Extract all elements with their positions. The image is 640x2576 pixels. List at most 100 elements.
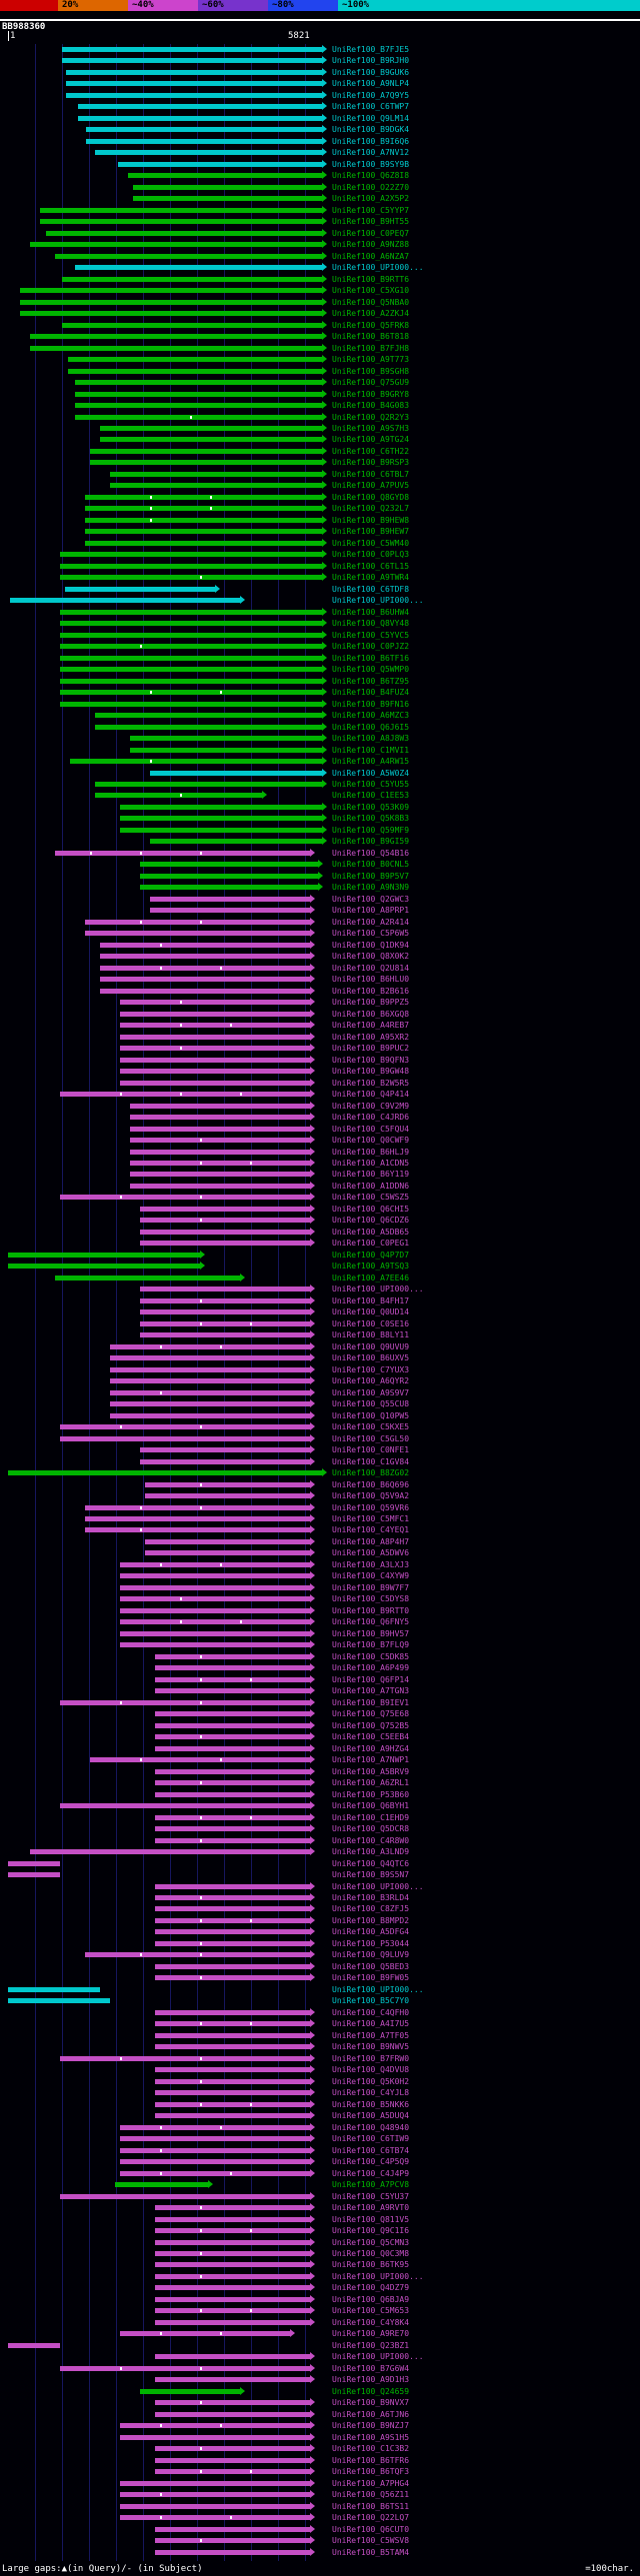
- hit-label[interactable]: UniRef100_B9S5N7: [332, 1870, 410, 1880]
- hit-bar[interactable]: [140, 1458, 311, 1464]
- hit-bar[interactable]: [94, 150, 322, 156]
- hit-label[interactable]: UniRef100_A9S7H3: [332, 423, 410, 433]
- hit-bar[interactable]: [120, 2515, 311, 2521]
- hit-bar[interactable]: [120, 1069, 311, 1075]
- hit-label[interactable]: UniRef100_B9HEW7: [332, 527, 410, 537]
- hit-label[interactable]: UniRef100_B2W5R5: [332, 1078, 410, 1088]
- hit-label[interactable]: UniRef100_C6TWP7: [332, 102, 410, 112]
- hit-label[interactable]: UniRef100_Q55CU8: [332, 1399, 410, 1409]
- hit-bar[interactable]: [120, 1046, 311, 1052]
- hit-bar[interactable]: [85, 1952, 311, 1958]
- hit-label[interactable]: UniRef100_C5DYS8: [332, 1594, 410, 1604]
- hit-label[interactable]: UniRef100_B2B616: [332, 986, 410, 996]
- hit-bar[interactable]: [155, 1906, 311, 1912]
- hit-label[interactable]: UniRef100_C0PEQ7: [332, 228, 410, 238]
- hit-bar[interactable]: [140, 1218, 311, 1224]
- hit-label[interactable]: UniRef100_B6HLU0: [332, 975, 410, 985]
- hit-bar[interactable]: [140, 1447, 311, 1453]
- hit-bar[interactable]: [140, 1241, 311, 1247]
- hit-bar[interactable]: [85, 529, 322, 535]
- hit-bar[interactable]: [89, 460, 322, 466]
- hit-label[interactable]: UniRef100_C5M653: [332, 2306, 410, 2316]
- hit-bar[interactable]: [59, 1424, 311, 1430]
- hit-label[interactable]: UniRef100_B7FJE5: [332, 45, 410, 54]
- hit-label[interactable]: UniRef100_UPI000...: [332, 263, 424, 273]
- hit-bar[interactable]: [54, 253, 322, 259]
- hit-bar[interactable]: [30, 345, 322, 351]
- hit-bar[interactable]: [120, 804, 322, 810]
- hit-label[interactable]: UniRef100_B6Y119: [332, 1170, 410, 1180]
- hit-label[interactable]: UniRef100_UPI000...: [332, 1984, 424, 1994]
- hit-label[interactable]: UniRef100_C1C3B2: [332, 2444, 410, 2454]
- hit-bar[interactable]: [94, 724, 322, 730]
- hit-bar[interactable]: [19, 288, 322, 294]
- hit-label[interactable]: UniRef100_Q8GYD8: [332, 492, 410, 502]
- hit-label[interactable]: UniRef100_B6TK95: [332, 2260, 410, 2270]
- hit-bar[interactable]: [85, 540, 322, 546]
- hit-bar[interactable]: [129, 1103, 311, 1109]
- hit-bar[interactable]: [85, 1516, 311, 1521]
- hit-bar[interactable]: [120, 1596, 311, 1602]
- hit-bar[interactable]: [149, 908, 311, 914]
- hit-label[interactable]: UniRef100_C8ZFJ5: [332, 1904, 410, 1914]
- hit-bar[interactable]: [140, 1206, 311, 1212]
- hit-bar[interactable]: [120, 1023, 311, 1029]
- hit-bar[interactable]: [129, 747, 322, 753]
- hit-label[interactable]: UniRef100_Q232L7: [332, 504, 410, 514]
- hit-bar[interactable]: [120, 2331, 291, 2337]
- hit-label[interactable]: UniRef100_Q6Z8I8: [332, 171, 410, 181]
- hit-label[interactable]: UniRef100_B6TF16: [332, 653, 410, 663]
- hit-label[interactable]: UniRef100_Q75GU9: [332, 378, 410, 388]
- hit-bar[interactable]: [155, 1929, 311, 1935]
- hit-bar[interactable]: [129, 1149, 311, 1155]
- hit-label[interactable]: UniRef100_C5WSZ5: [332, 1193, 410, 1203]
- hit-label[interactable]: UniRef100_A8PRP1: [332, 906, 410, 916]
- hit-label[interactable]: UniRef100_Q59VR6: [332, 1502, 410, 1512]
- hit-label[interactable]: UniRef100_Q22LQ7: [332, 2513, 410, 2523]
- hit-label[interactable]: UniRef100_B9SGH8: [332, 366, 410, 376]
- hit-label[interactable]: UniRef100_B9QFN3: [332, 1055, 410, 1065]
- hit-bar[interactable]: [129, 1172, 311, 1178]
- hit-bar[interactable]: [155, 1676, 311, 1682]
- hit-bar[interactable]: [155, 2216, 311, 2222]
- hit-label[interactable]: UniRef100_Q48940: [332, 2122, 410, 2132]
- hit-bar[interactable]: [140, 1229, 311, 1235]
- hit-bar[interactable]: [100, 425, 322, 431]
- hit-bar[interactable]: [109, 1401, 311, 1407]
- hit-bar[interactable]: [144, 1550, 311, 1556]
- hit-bar[interactable]: [155, 2262, 311, 2268]
- hit-label[interactable]: UniRef100_Q811V5: [332, 2214, 410, 2224]
- hit-label[interactable]: UniRef100_Q5V9A2: [332, 1491, 410, 1501]
- hit-bar[interactable]: [67, 357, 322, 363]
- hit-label[interactable]: UniRef100_A9N3N9: [332, 883, 410, 893]
- hit-label[interactable]: UniRef100_A9S9V7: [332, 1387, 410, 1397]
- hit-bar[interactable]: [8, 1860, 60, 1866]
- hit-label[interactable]: UniRef100_A7PUV5: [332, 481, 410, 491]
- hit-bar[interactable]: [155, 1940, 311, 1946]
- hit-label[interactable]: UniRef100_A7PHG4: [332, 2478, 410, 2488]
- hit-bar[interactable]: [120, 2136, 311, 2142]
- hit-bar[interactable]: [100, 965, 311, 971]
- hit-bar[interactable]: [155, 2273, 311, 2279]
- hit-bar[interactable]: [61, 322, 322, 328]
- hit-label[interactable]: UniRef100_A5BRV9: [332, 1766, 410, 1776]
- hit-bar[interactable]: [129, 736, 322, 742]
- hit-label[interactable]: UniRef100_A5W0Z4: [332, 768, 410, 778]
- hit-label[interactable]: UniRef100_A9TSQ3: [332, 1262, 410, 1272]
- hit-bar[interactable]: [39, 207, 322, 213]
- hit-label[interactable]: UniRef100_Q5BED3: [332, 1961, 410, 1971]
- hit-label[interactable]: UniRef100_C0PEG1: [332, 1239, 410, 1249]
- hit-bar[interactable]: [30, 334, 322, 340]
- hit-label[interactable]: UniRef100_B0CNL5: [332, 860, 410, 870]
- hit-bar[interactable]: [155, 1814, 311, 1820]
- hit-label[interactable]: UniRef100_B7FLQ9: [332, 1640, 410, 1650]
- hit-label[interactable]: UniRef100_Q4DZ79: [332, 2283, 410, 2293]
- hit-label[interactable]: UniRef100_A9D1H3: [332, 2375, 410, 2385]
- hit-bar[interactable]: [109, 1355, 311, 1361]
- hit-bar[interactable]: [120, 2480, 311, 2486]
- hit-bar[interactable]: [66, 81, 322, 87]
- hit-label[interactable]: UniRef100_C6TDF8: [332, 584, 410, 594]
- hit-label[interactable]: UniRef100_A8J8W3: [332, 734, 410, 744]
- hit-bar[interactable]: [155, 1734, 311, 1740]
- hit-bar[interactable]: [109, 1343, 311, 1349]
